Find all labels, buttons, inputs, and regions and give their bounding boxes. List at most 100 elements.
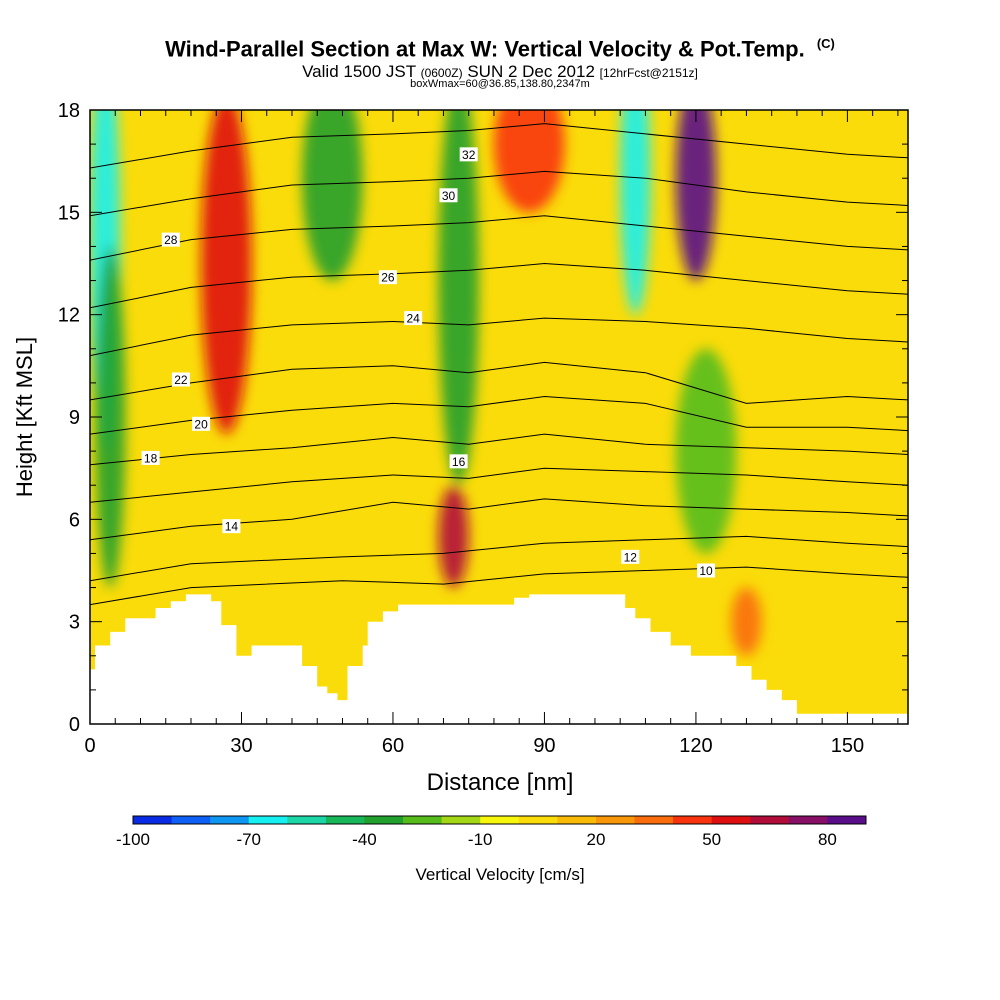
- colorbar-tick-label: -100: [116, 830, 150, 849]
- copyright-mark: (C): [816, 36, 835, 51]
- valid-time-line: Valid 1500 JST (0600Z) SUN 2 Dec 2012 [1…: [0, 62, 1000, 82]
- colorbar-swatch: [595, 816, 636, 824]
- theta-contour: [90, 361, 908, 404]
- theta-contours: 10 12 14 16 18 20 22 24 26 28 30 32: [90, 123, 908, 606]
- contour-label-box: [192, 416, 211, 431]
- y-tick-label: 3: [69, 612, 80, 634]
- contour-label-box: [697, 563, 716, 578]
- theta-contour: [90, 566, 908, 606]
- contour-label-box: [621, 549, 640, 564]
- forecast-info: [12hrFcst@2151z]: [599, 66, 698, 80]
- contour-label: 12: [624, 550, 638, 564]
- terrain-mask: [90, 594, 908, 724]
- colorbar-swatch: [788, 816, 828, 824]
- colorbar-label: Vertical Velocity [cm/s]: [415, 865, 584, 884]
- colorbar-tick-label: 50: [702, 830, 721, 849]
- y-tick-label: 12: [58, 305, 80, 327]
- colorbar-tick-label: -40: [352, 830, 377, 849]
- contour-label: 16: [452, 455, 466, 469]
- contour-label-box: [459, 147, 478, 162]
- colorbar-swatch: [634, 816, 674, 824]
- colorbar-swatch: [518, 816, 558, 824]
- contour-label: 20: [194, 417, 208, 431]
- colorbar-swatch: [673, 816, 713, 824]
- contour-label-box: [378, 270, 397, 285]
- theta-contour: [90, 262, 908, 309]
- colorbar-swatch: [403, 816, 443, 824]
- colorbar-tick-label: -10: [468, 830, 493, 849]
- colorbar-frame: [132, 815, 867, 825]
- theta-contour: [90, 498, 908, 541]
- contour-label: 14: [225, 520, 239, 534]
- colorbar-swatch: [557, 816, 597, 824]
- velocity-features: [90, 110, 762, 656]
- colorbar-swatch: [171, 816, 211, 824]
- colorbar: -100 -70 -40 -10 20 50 80: [116, 815, 867, 849]
- theta-contour: [90, 395, 908, 435]
- contour-label-box: [404, 311, 423, 326]
- colorbar-swatch: [750, 816, 790, 824]
- x-tick-label: 90: [533, 735, 555, 757]
- contour-label-box: [222, 519, 241, 534]
- contour-label: 30: [442, 189, 456, 203]
- velocity-cell: [201, 110, 252, 435]
- y-tick-label: 15: [58, 202, 80, 224]
- velocity-cell: [675, 348, 737, 554]
- chart-title: Wind-Parallel Section at Max W: Vertical…: [0, 36, 1000, 62]
- x-tick-label: 60: [382, 735, 404, 757]
- y-tick-label: 18: [58, 100, 80, 122]
- y-tick-label: 9: [69, 407, 80, 429]
- colorbar-swatch: [441, 816, 481, 824]
- colorbar-swatch: [364, 816, 404, 824]
- contour-label: 32: [462, 148, 476, 162]
- colorbar-tick-label: 80: [818, 830, 837, 849]
- x-tick-label: 0: [84, 735, 95, 757]
- contour-label: 22: [174, 373, 188, 387]
- velocity-cell: [95, 246, 126, 588]
- contour-label-box: [141, 450, 160, 465]
- theta-contour: [90, 433, 908, 466]
- contour-label: 28: [164, 233, 178, 247]
- x-tick-label: 30: [230, 735, 252, 757]
- colorbar-swatch: [325, 816, 365, 824]
- velocity-cell: [302, 110, 363, 281]
- contour-label-box: [449, 454, 468, 469]
- theta-contour: [90, 215, 908, 261]
- valid-date: SUN 2 Dec 2012: [467, 62, 595, 81]
- theta-contour: [90, 170, 908, 217]
- theta-contour: [90, 317, 908, 357]
- velocity-cell: [438, 485, 469, 588]
- valid-time: Valid 1500 JST: [302, 62, 416, 81]
- contour-label: 18: [144, 451, 158, 465]
- y-tick-label: 6: [69, 509, 80, 531]
- contour-label-box: [161, 232, 180, 247]
- x-tick-label: 120: [679, 735, 712, 757]
- velocity-cell: [438, 110, 479, 486]
- colorbar-tick-label: -70: [236, 830, 261, 849]
- velocity-cell: [620, 110, 651, 315]
- colorbar-swatch: [210, 816, 250, 824]
- colorbar-tick-label: 20: [586, 830, 605, 849]
- contour-label: 26: [381, 271, 395, 285]
- theta-contour: [90, 467, 908, 503]
- velocity-cell: [493, 110, 565, 213]
- contour-label-box: [439, 188, 458, 203]
- velocity-cell: [675, 110, 717, 281]
- colorbar-swatch: [711, 816, 751, 824]
- colorbar-swatch: [480, 816, 520, 824]
- box-info: boxWmax=60@36.85,138.80,2347m: [410, 78, 590, 90]
- colorbar-swatch: [133, 816, 173, 824]
- terrain: [90, 594, 908, 724]
- chart-title-text: Wind-Parallel Section at Max W: Vertical…: [165, 36, 805, 62]
- x-tick-label: 150: [831, 735, 864, 757]
- colorbar-swatch: [827, 816, 867, 824]
- axes: 0 30 60 90 120 150 0 3 6 9 12 15 18: [58, 100, 908, 757]
- valid-utc: (0600Z): [420, 66, 463, 80]
- y-axis-label: Height [Kft MSL]: [12, 337, 37, 497]
- velocity-cell: [731, 587, 762, 656]
- x-axis-label: Distance [nm]: [427, 769, 574, 796]
- contour-label: 10: [699, 564, 713, 578]
- contour-label: 24: [406, 312, 420, 326]
